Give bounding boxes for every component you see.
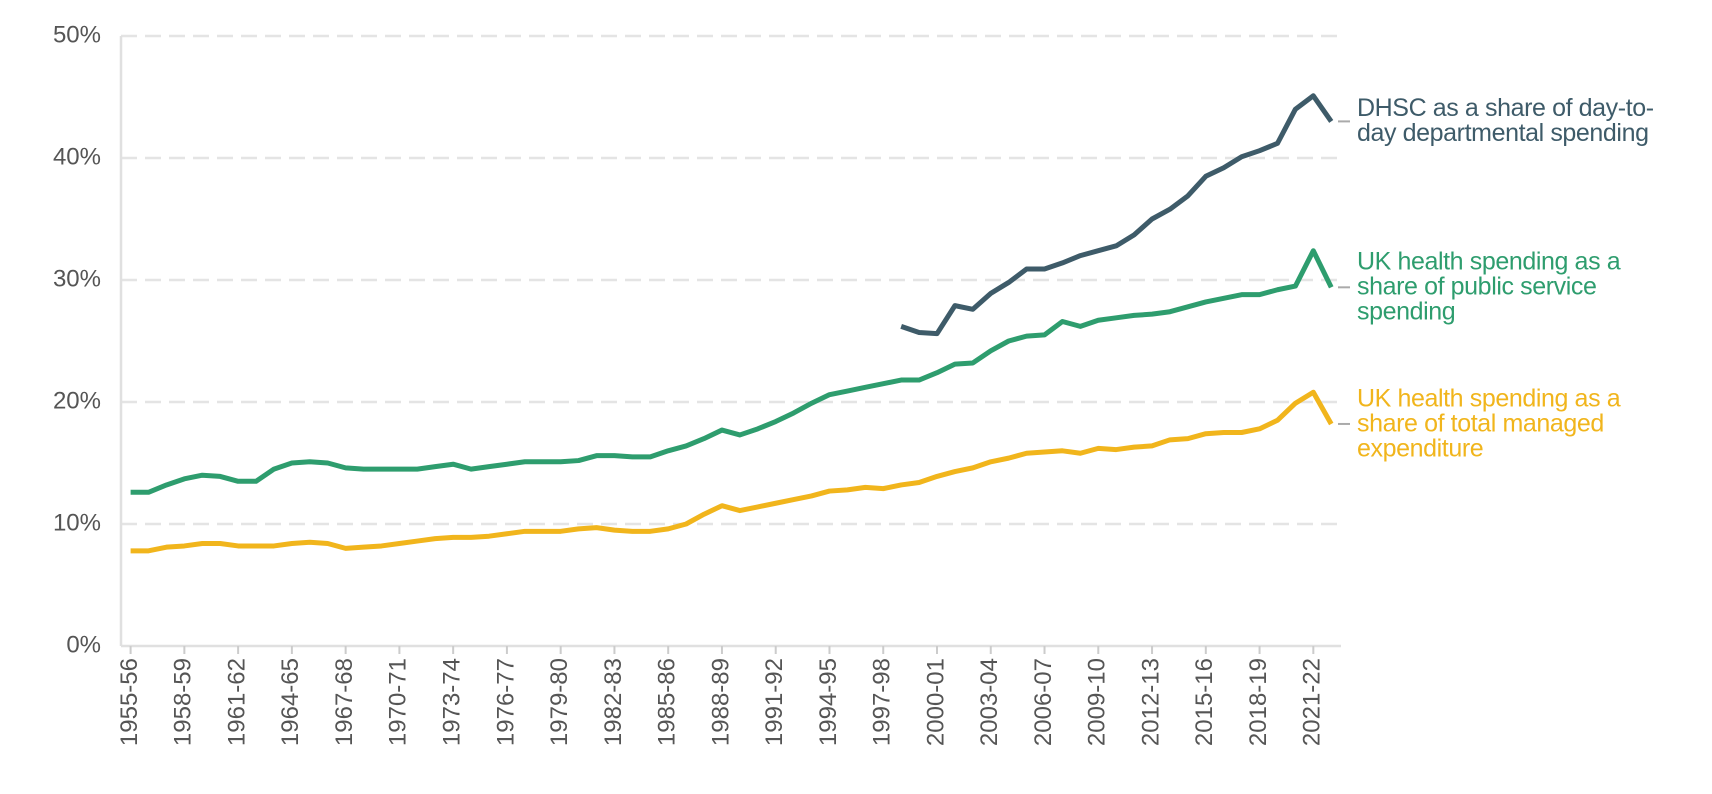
x-tick-label: 2000-01 (922, 658, 949, 746)
series-label: DHSC as a share of day-to-day department… (1357, 94, 1654, 148)
series-line (900, 93, 1334, 337)
x-tick-label: 1997-98 (869, 658, 896, 746)
y-tick-label: 40% (53, 143, 101, 170)
x-tick-label: 2009-10 (1084, 658, 1111, 746)
x-tick-label: 1994-95 (815, 658, 842, 746)
series-line (130, 389, 1334, 554)
x-tick-label: 1964-65 (277, 658, 304, 746)
x-tick-label: 2006-07 (1030, 658, 1057, 746)
x-tick-label: 1982-83 (600, 658, 627, 746)
x-tick-label: 1973-74 (439, 658, 466, 746)
x-tick-label: 1961-62 (223, 658, 250, 746)
x-tick-label: 1985-86 (654, 658, 681, 746)
series-line (130, 248, 1334, 495)
y-tick-label: 20% (53, 387, 101, 414)
x-tick-label: 1991-92 (761, 658, 788, 746)
series-label: UK health spending as a share of total m… (1357, 384, 1621, 463)
y-tick-label: 30% (53, 265, 101, 292)
x-tick-label: 2021-22 (1299, 658, 1326, 746)
x-tick-label: 2018-19 (1245, 658, 1272, 746)
x-tick-label: 2012-13 (1137, 658, 1164, 746)
y-tick-label: 10% (53, 509, 101, 536)
x-tick-label: 2003-04 (976, 658, 1003, 746)
x-tick-label: 1958-59 (170, 658, 197, 746)
series-label: UK health spending as a share of public … (1357, 247, 1621, 326)
x-tick-label: 2015-16 (1191, 658, 1218, 746)
x-tick-label: 1976-77 (492, 658, 519, 746)
x-tick-label: 1979-80 (546, 658, 573, 746)
x-tick-label: 1988-89 (707, 658, 734, 746)
x-tick-label: 1967-68 (331, 658, 358, 746)
x-tick-label: 1970-71 (385, 658, 412, 746)
y-tick-label: 50% (53, 21, 101, 48)
y-tick-label: 0% (66, 631, 101, 658)
x-tick-label: 1955-56 (116, 658, 143, 746)
